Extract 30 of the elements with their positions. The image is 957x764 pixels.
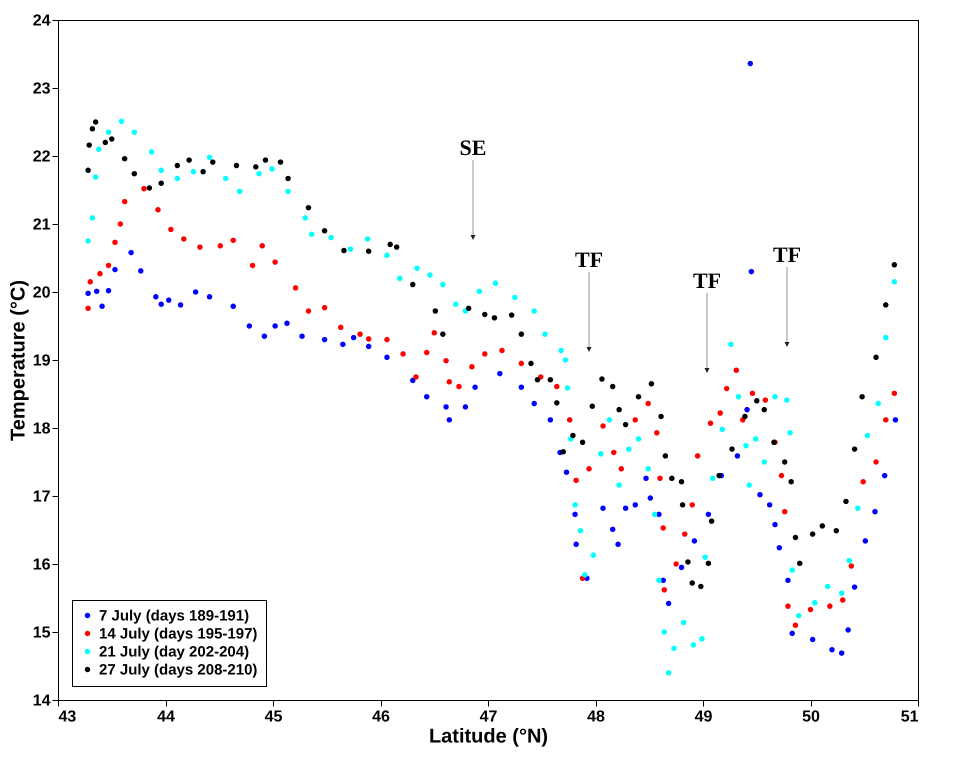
annotation: SE (460, 135, 486, 160)
annotation: TF (692, 268, 722, 293)
x-tick-label: 43 (58, 708, 76, 726)
annotation: TF (574, 247, 604, 272)
y-tick-label: 18 (32, 420, 51, 438)
y-tick-label: 17 (32, 488, 51, 506)
y-tick-label: 15 (32, 624, 51, 642)
y-tick-label: 21 (32, 216, 51, 234)
annotation: TF (772, 242, 802, 267)
x-tick-label: 48 (587, 708, 605, 726)
x-tick-label: 50 (802, 708, 820, 726)
x-tick-label: 45 (264, 708, 282, 726)
legend-label: 14 July (days 195-197) (99, 626, 258, 642)
x-tick-label: 44 (157, 708, 175, 726)
x-tick-label: 47 (480, 708, 498, 726)
legend-label: 21 July (day 202-204) (99, 644, 250, 660)
y-axis-title: Temperature (°C) (8, 280, 30, 441)
x-tick-label: 51 (900, 708, 919, 726)
legend-label: 27 July (days 208-210) (99, 662, 258, 678)
y-tick-label: 24 (32, 12, 51, 30)
y-tick-label: 19 (32, 352, 51, 370)
legend-label: 7 July (days 189-191) (99, 608, 250, 624)
y-tick-label: 22 (32, 148, 51, 166)
x-tick-label: 46 (372, 708, 390, 726)
y-tick-label: 16 (32, 556, 51, 574)
x-tick-label: 49 (694, 708, 712, 726)
y-tick-label: 20 (32, 284, 51, 302)
y-tick-label: 14 (32, 692, 51, 710)
x-axis-title: Latitude (°N) (428, 726, 548, 748)
y-tick-label: 23 (32, 80, 51, 98)
